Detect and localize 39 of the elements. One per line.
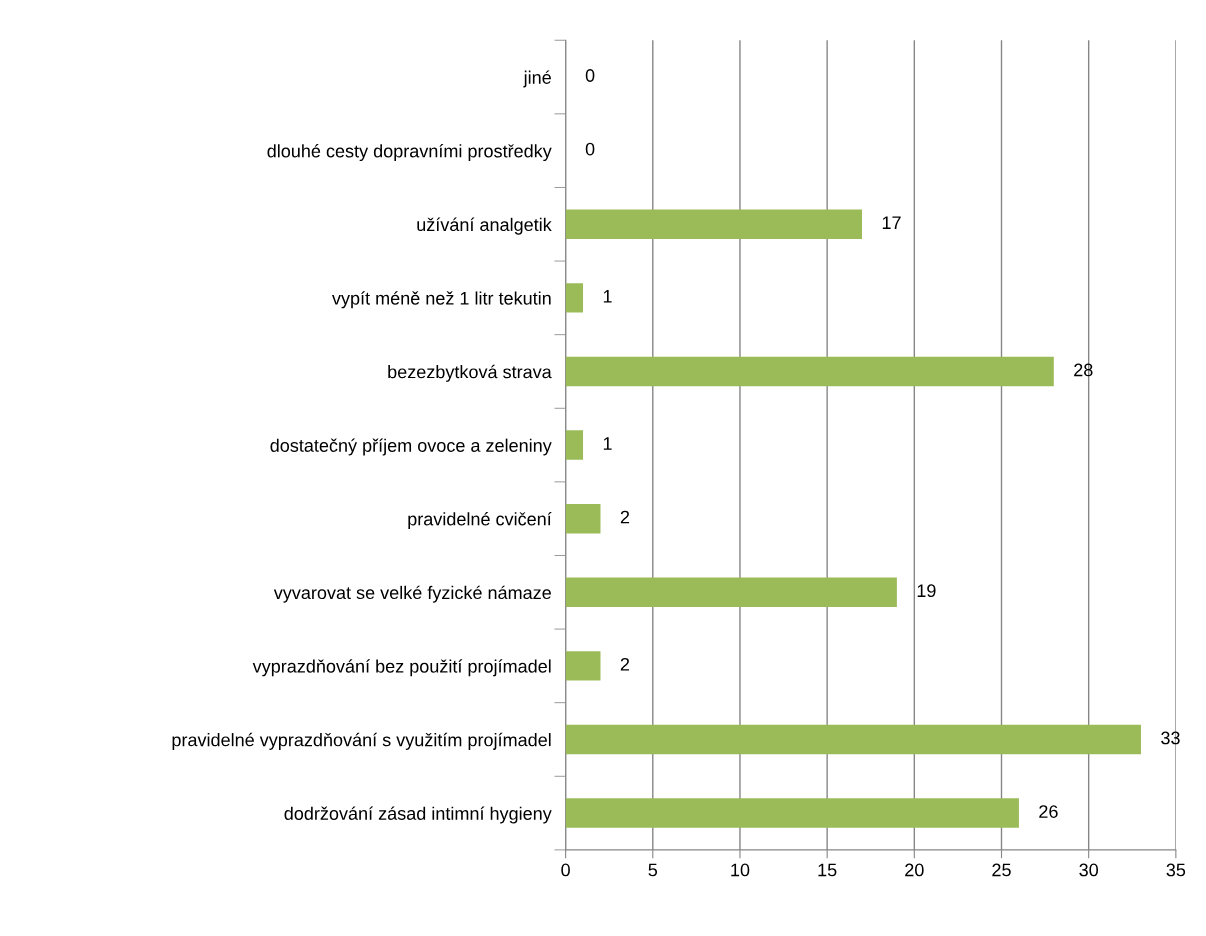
x-tick-label: 5 xyxy=(648,863,658,877)
y-tick-label: vyprazdňování bez použití projímadel xyxy=(252,659,551,677)
y-tick-label: dodržování zásad intimní hygieny xyxy=(284,806,552,824)
x-tick-label: 15 xyxy=(818,863,837,877)
bar xyxy=(565,283,584,313)
data-label: 1 xyxy=(603,290,612,303)
x-tick-label: 30 xyxy=(1079,863,1099,877)
bar xyxy=(565,577,897,607)
data-label: 1 xyxy=(603,437,612,450)
y-tick-label: pravidelné cvičení xyxy=(408,512,552,530)
data-label: 0 xyxy=(585,69,595,82)
x-tick-label: 0 xyxy=(561,863,570,877)
y-tick-label: užívání analgetik xyxy=(417,217,552,235)
y-tick-label: dlouhé cesty dopravními prostředky xyxy=(267,144,552,162)
data-label: 19 xyxy=(917,584,936,598)
y-tick-label: vypít méně než 1 litr tekutin xyxy=(332,291,551,309)
x-tick-label: 20 xyxy=(905,863,924,877)
data-label: 2 xyxy=(620,657,630,671)
data-label: 17 xyxy=(882,216,901,229)
x-tick-label: 25 xyxy=(992,863,1011,877)
x-tick-label: 35 xyxy=(1166,863,1186,877)
bar xyxy=(565,503,601,534)
bar xyxy=(565,798,1019,828)
y-tick-label: dostatečný příjem ovoce a zeleniny xyxy=(270,438,552,456)
data-label: 0 xyxy=(585,142,595,156)
data-label: 26 xyxy=(1039,805,1058,818)
bar xyxy=(565,209,863,239)
y-tick-label: vyvarovat se velké fyzické námaze xyxy=(273,585,551,603)
y-tick-label: jiné xyxy=(523,70,551,88)
y-tick-label: pravidelné vyprazdňování s využitím projímadel xyxy=(172,732,551,750)
y-tick-label: bezezbytková strava xyxy=(388,364,552,382)
data-label: 33 xyxy=(1161,731,1180,745)
data-label: 2 xyxy=(620,510,630,524)
x-tick-label: 10 xyxy=(731,863,750,877)
bar xyxy=(565,430,584,460)
bar xyxy=(565,356,1054,387)
data-label: 28 xyxy=(1074,363,1093,377)
bar xyxy=(565,724,1141,755)
bar xyxy=(565,651,601,681)
